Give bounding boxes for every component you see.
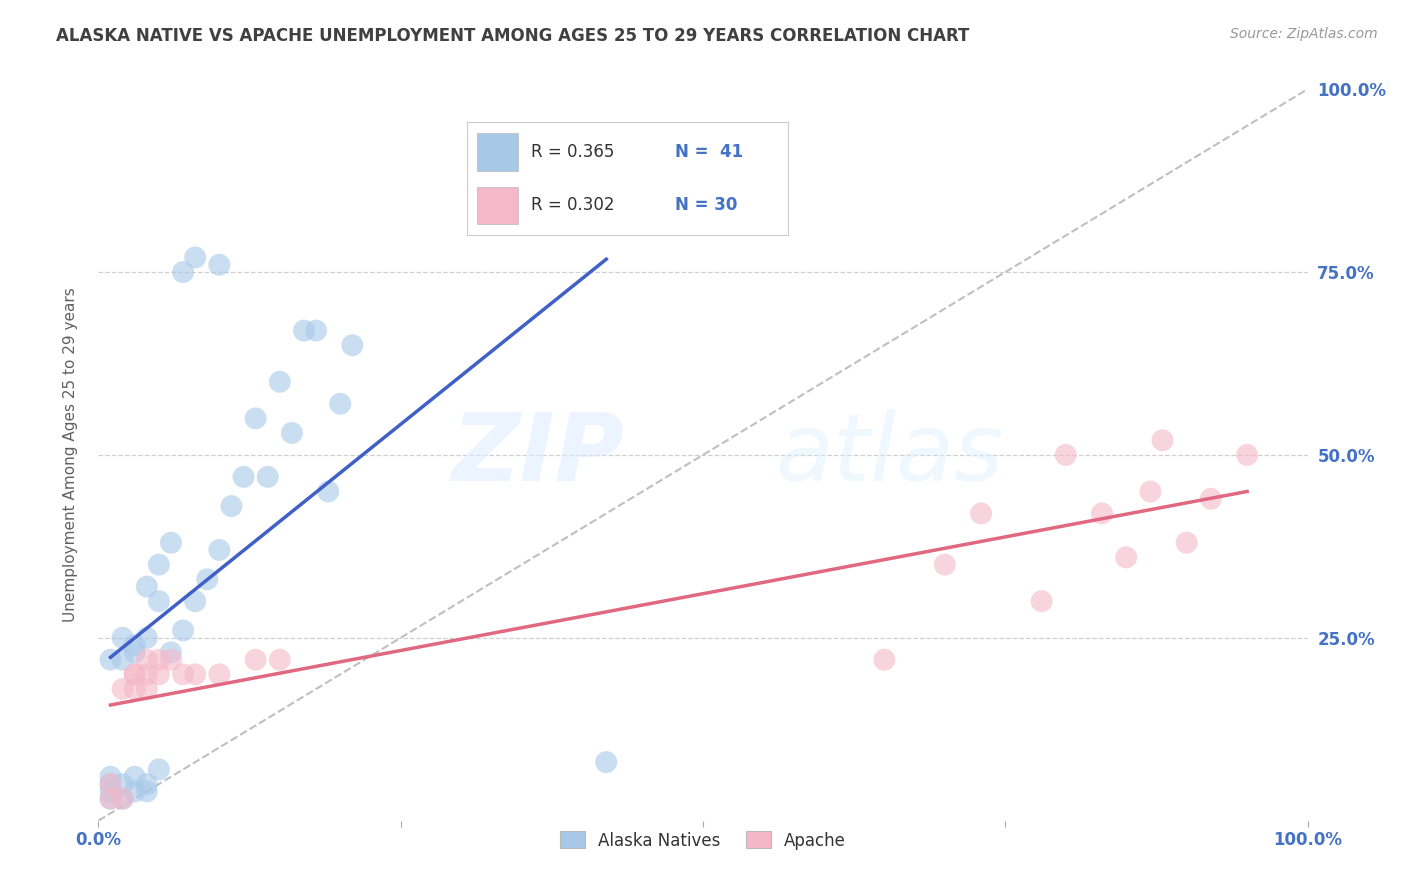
Point [208, 667, 231, 681]
Point [595, 755, 617, 769]
Point [148, 594, 170, 608]
Point [111, 791, 134, 805]
Point [1199, 491, 1222, 506]
Point [100, 777, 122, 791]
Point [135, 580, 157, 594]
Point [970, 507, 993, 521]
Point [1139, 484, 1161, 499]
Point [111, 653, 134, 667]
Point [208, 258, 231, 272]
Point [160, 645, 183, 659]
Point [135, 784, 157, 798]
Point [1152, 434, 1174, 448]
Point [245, 653, 267, 667]
Point [184, 594, 207, 608]
Point [1054, 448, 1077, 462]
Point [160, 653, 183, 667]
Point [124, 681, 146, 696]
Point [245, 411, 267, 425]
Point [256, 470, 278, 484]
Point [124, 645, 146, 659]
Point [221, 499, 243, 513]
Point [111, 681, 134, 696]
Y-axis label: Unemployment Among Ages 25 to 29 years: Unemployment Among Ages 25 to 29 years [63, 287, 77, 623]
Point [135, 667, 157, 681]
Point [1175, 535, 1198, 549]
Point [232, 470, 254, 484]
Point [111, 791, 134, 805]
Point [281, 425, 304, 440]
Point [873, 653, 896, 667]
Legend: Alaska Natives, Apache: Alaska Natives, Apache [554, 825, 852, 856]
Point [111, 631, 134, 645]
Point [124, 667, 146, 681]
Point [172, 265, 194, 279]
Point [172, 624, 194, 638]
Point [184, 667, 207, 681]
Point [208, 543, 231, 558]
Point [1236, 448, 1258, 462]
Point [342, 338, 364, 352]
Point [305, 324, 328, 338]
Point [100, 653, 122, 667]
Point [269, 653, 291, 667]
Point [135, 631, 157, 645]
Point [195, 572, 218, 586]
Point [184, 251, 207, 265]
Point [292, 324, 315, 338]
Point [1031, 594, 1053, 608]
Point [124, 784, 146, 798]
Text: Source: ZipAtlas.com: Source: ZipAtlas.com [1230, 27, 1378, 41]
Point [100, 791, 122, 805]
Point [1091, 507, 1114, 521]
Point [100, 791, 122, 805]
Point [135, 681, 157, 696]
Point [100, 784, 122, 798]
Point [124, 638, 146, 652]
Point [148, 763, 170, 777]
Text: atlas: atlas [776, 409, 1004, 500]
Point [316, 484, 339, 499]
Point [148, 558, 170, 572]
Point [148, 653, 170, 667]
Point [172, 667, 194, 681]
Point [329, 397, 352, 411]
Text: ZIP: ZIP [451, 409, 624, 501]
Point [269, 375, 291, 389]
Point [124, 667, 146, 681]
Point [124, 770, 146, 784]
Point [934, 558, 956, 572]
Point [135, 653, 157, 667]
Point [160, 535, 183, 549]
Point [100, 777, 122, 791]
Point [148, 667, 170, 681]
Point [100, 770, 122, 784]
Text: ALASKA NATIVE VS APACHE UNEMPLOYMENT AMONG AGES 25 TO 29 YEARS CORRELATION CHART: ALASKA NATIVE VS APACHE UNEMPLOYMENT AMO… [56, 27, 970, 45]
Point [135, 777, 157, 791]
Point [111, 777, 134, 791]
Point [1115, 550, 1137, 565]
